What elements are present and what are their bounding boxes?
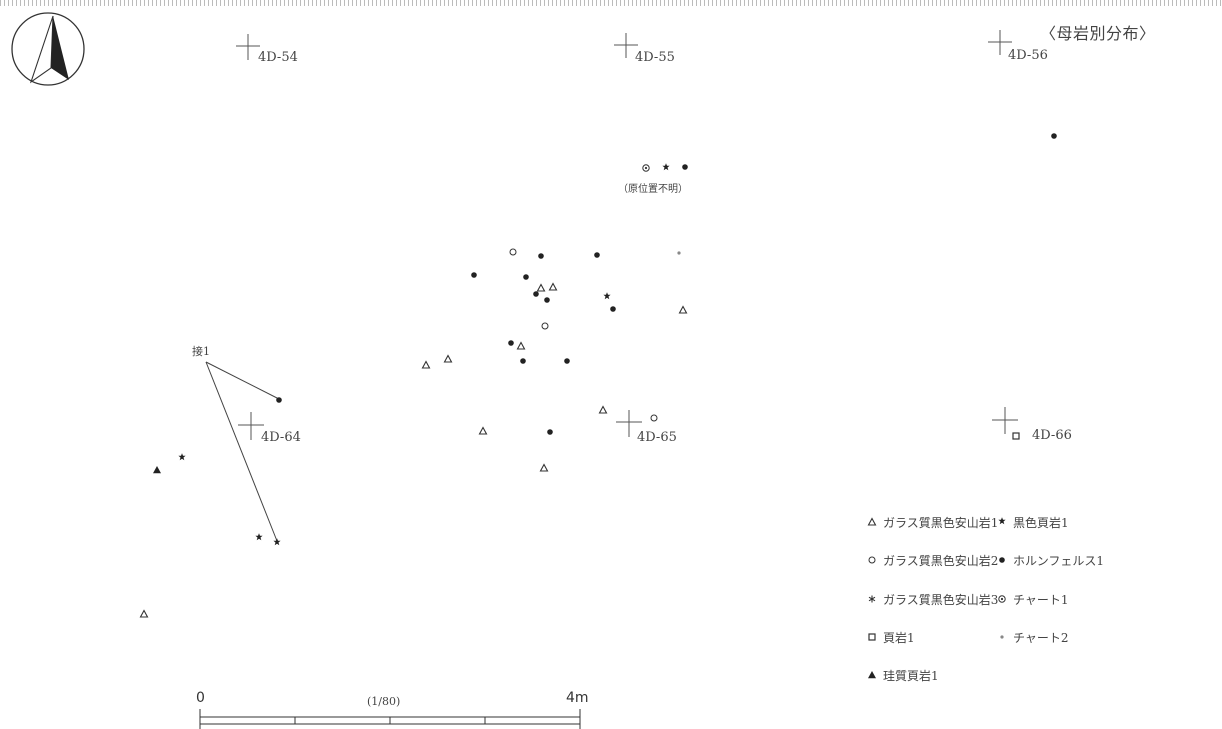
grid-crosshairs [236,30,1018,440]
point-glassy-andesite1 [598,405,608,414]
point-hornfels1 [594,252,600,258]
point-glassy-andesite1 [539,463,549,472]
grid-cross-4d-54 [236,34,260,60]
legend-label-glassy-andesite1: ガラス質黒色安山岩1 [883,516,999,530]
legend-label-siliceous-shale1: 珪質頁岩1 [883,669,939,683]
point-hornfels1 [508,340,514,346]
point-glassy-andesite1 [678,305,688,314]
grid-cross-4d-66 [992,407,1018,434]
point-hornfels1 [276,397,282,403]
top-dotted-rule [0,0,1222,6]
legend-symbol-circle-with-dot [998,595,1006,603]
legend-symbol-asterisk [868,594,876,604]
legend-symbol-filled-triangle [868,671,876,679]
grid-cross-4d-64 [238,412,264,440]
conjoin-label: 接1 [192,345,210,358]
grid-label-4d-54: 4D-54 [258,50,298,65]
point-glassy-andesite1 [421,360,431,369]
point-glassy-andesite1 [548,282,558,291]
point-black-shale1 [178,453,186,461]
legend-label-glassy-andesite3: ガラス質黒色安山岩3 [883,593,999,607]
point-black-shale1 [662,163,670,171]
point-hornfels1 [564,358,570,364]
legend-label-glassy-andesite2: ガラス質黒色安山岩2 [883,554,999,568]
point-glassy-andesite1 [443,354,453,363]
point-hornfels1 [471,272,477,278]
point-hornfels1 [538,253,544,259]
grid-label-4d-64: 4D-64 [261,430,301,445]
point-glassy-andesite1 [139,609,149,618]
legend-label-hornfels1: ホルンフェルス1 [1013,554,1105,568]
point-chert1 [642,164,650,172]
point-glassy-andesite2 [509,248,517,256]
legend-symbol-small-star [998,517,1006,525]
point-black-shale1 [255,533,263,541]
point-hornfels1 [1051,133,1057,139]
map-title: 〈母岩別分布〉 [1040,24,1156,43]
point-hornfels1 [610,306,616,312]
grid-cross-4d-65 [616,410,642,437]
point-glassy-andesite2 [650,414,658,422]
point-hornfels1 [520,358,526,364]
point-glassy-andesite1 [478,426,488,435]
legend-symbol-tiny-dot [1000,635,1004,639]
point-black-shale1 [603,292,611,300]
point-shale1 [1012,432,1020,440]
point-hornfels1 [544,297,550,303]
point-siliceous-shale1 [153,466,161,474]
grid-label-4d-65: 4D-65 [637,430,677,445]
legend-symbol-filled-dot [999,557,1005,563]
point-glassy-andesite1 [536,283,546,292]
conjoin-lines [205,361,280,542]
point-hornfels1 [523,274,529,280]
legend-symbol-open-triangle [867,517,877,526]
artifact-points [139,133,1057,618]
unlocated-note: （原位置不明） [618,184,688,195]
legend-label-chert1: チャート1 [1013,593,1069,607]
scale-ratio-label: (1/80) [367,695,401,708]
point-hornfels1 [682,164,688,170]
legend-label-chert2: チャート2 [1013,631,1069,645]
grid-label-4d-55: 4D-55 [635,50,675,65]
point-hornfels1 [547,429,553,435]
scale-start-label: 0 [196,690,205,706]
point-hornfels1 [533,291,539,297]
legend-label-shale1: 頁岩1 [883,631,915,645]
point-glassy-andesite2 [541,322,549,330]
grid-label-4d-56: 4D-56 [1008,48,1048,63]
grid-cross-4d-55 [614,33,638,58]
point-chert2 [677,251,681,255]
grid-cross-4d-56 [988,30,1012,55]
grid-label-4d-66: 4D-66 [1032,428,1072,443]
point-black-shale1 [273,538,281,546]
north-arrow-icon [11,12,85,86]
scale-end-label: 4m [566,690,589,706]
conjoin-line-upper [205,361,280,400]
point-glassy-andesite1 [516,341,526,350]
legend-symbol-open-circle [868,556,876,564]
scale-bar [199,709,581,729]
legend-symbol-open-square [868,633,876,641]
conjoin-line-lower [205,361,278,542]
legend-label-black-shale1: 黒色頁岩1 [1013,516,1069,530]
